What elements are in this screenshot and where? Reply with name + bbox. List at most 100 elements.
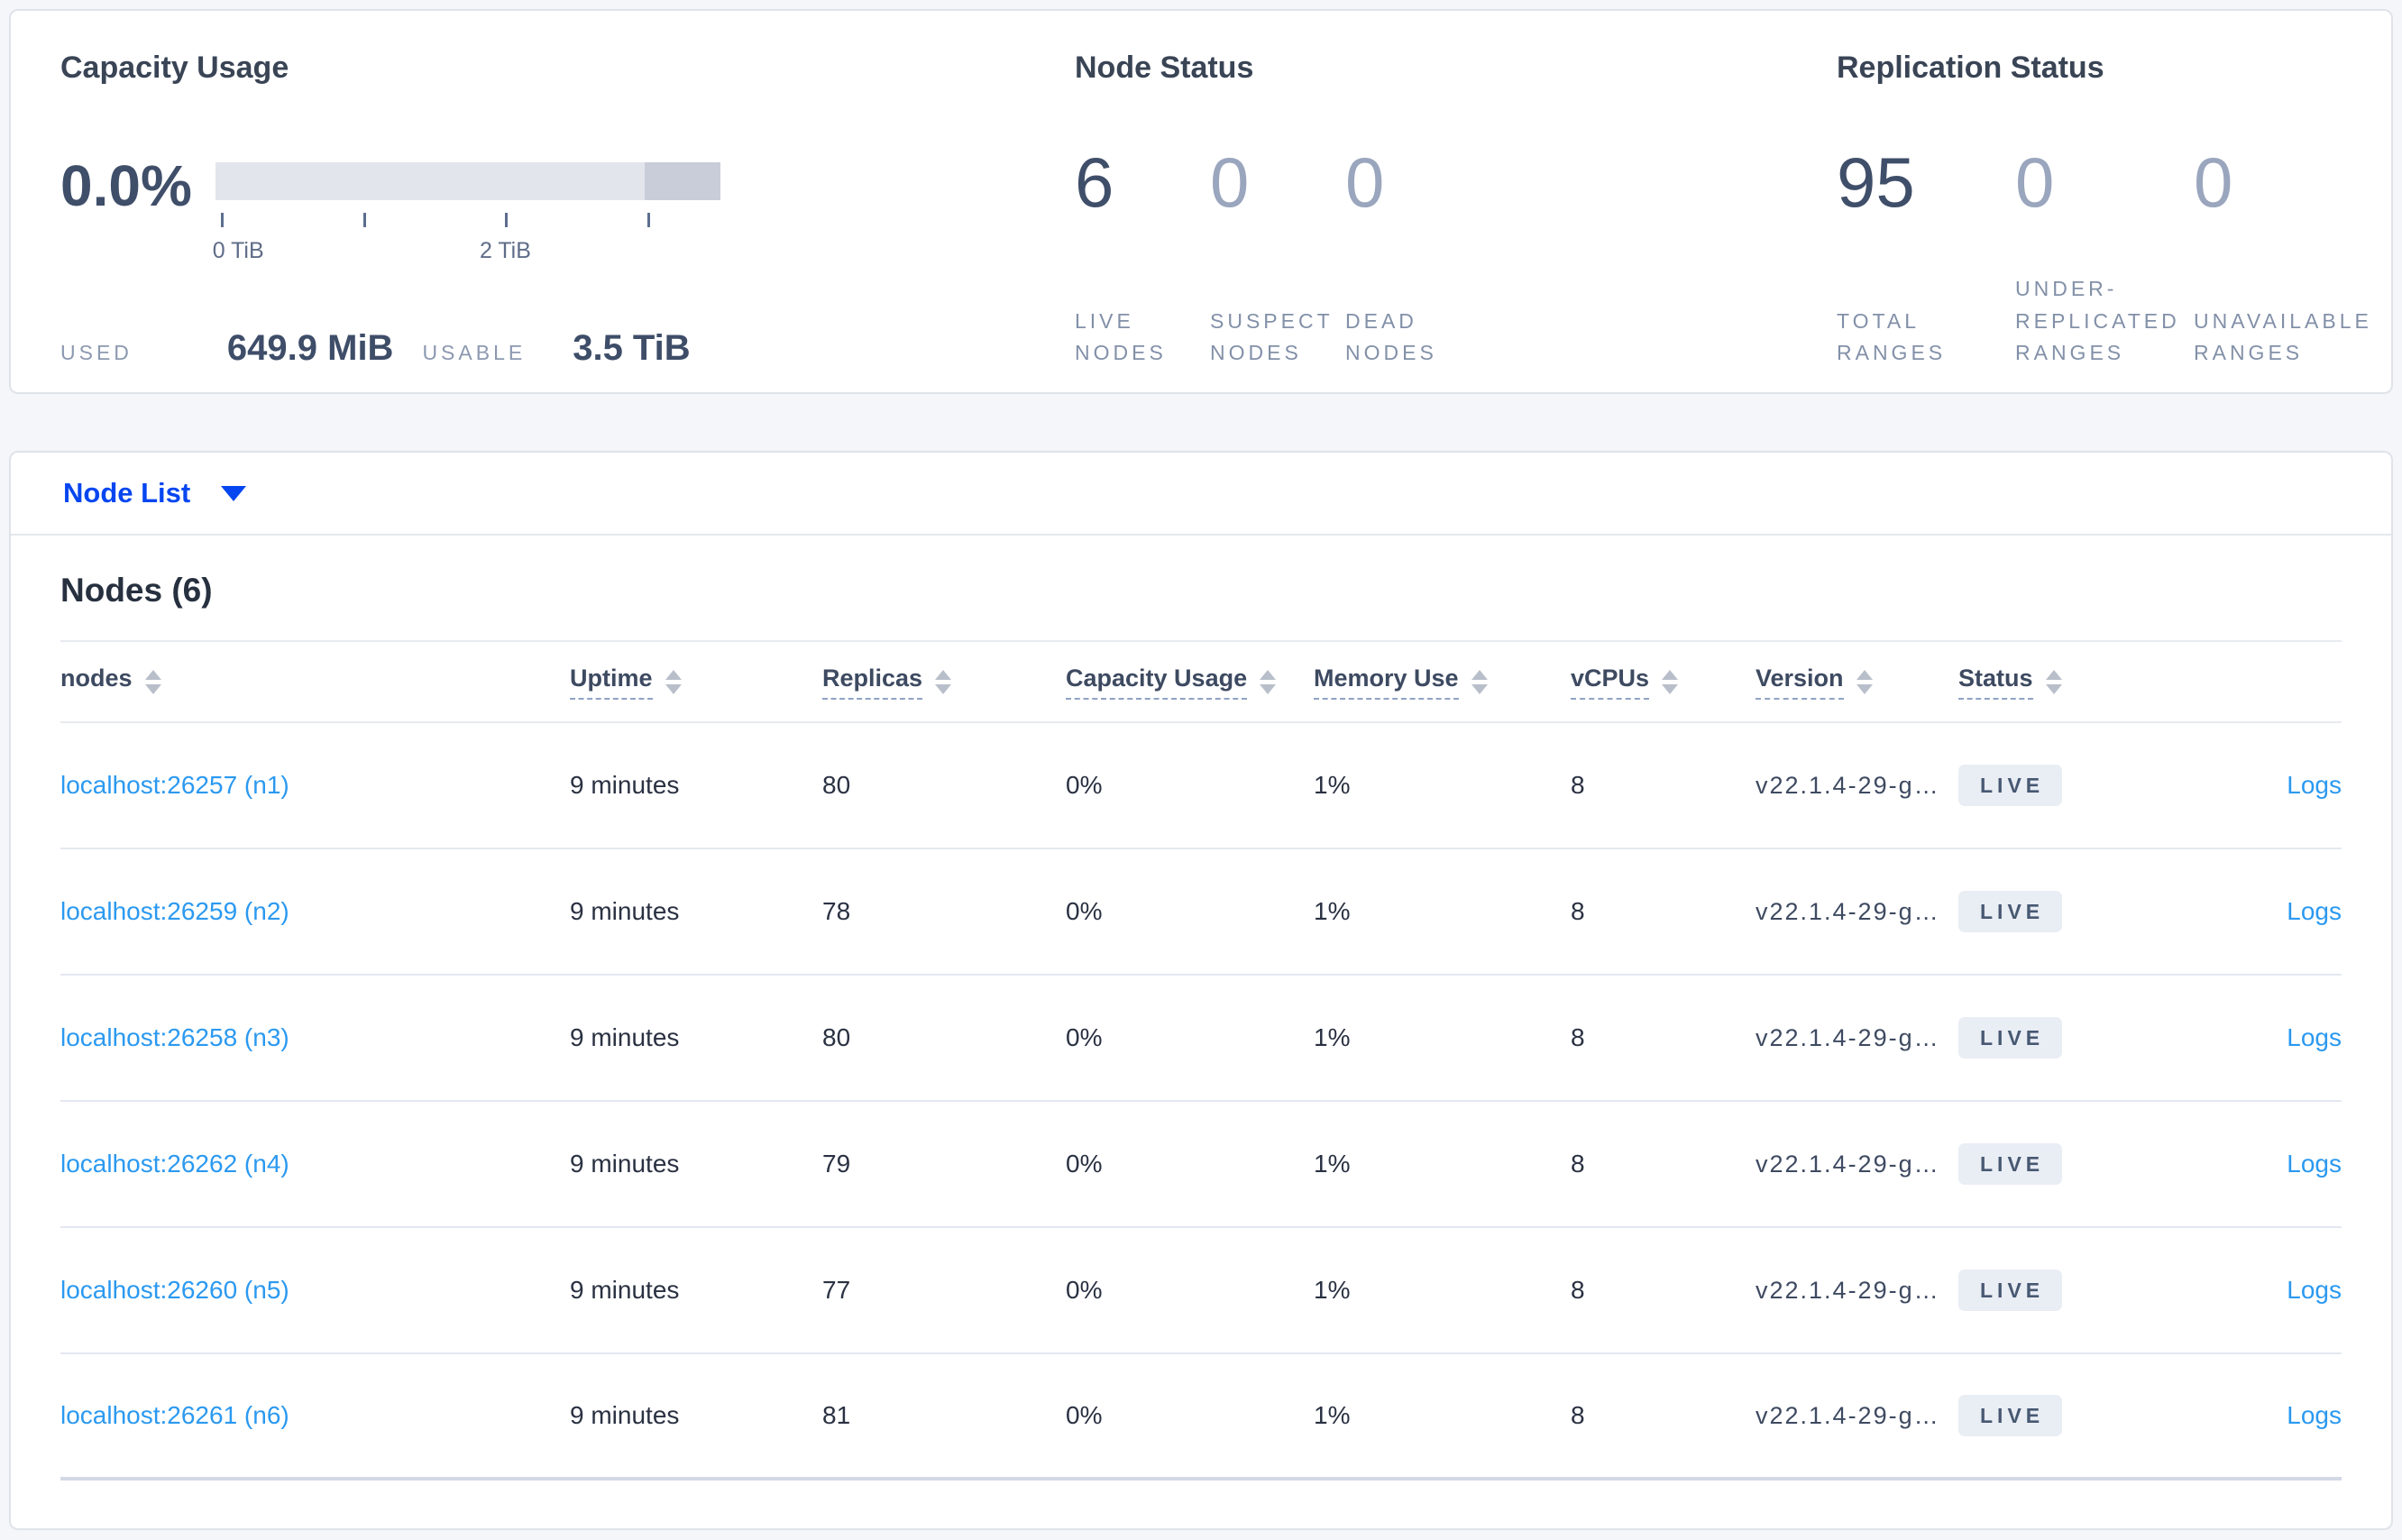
column-header-status[interactable]: Status bbox=[1958, 665, 2166, 700]
logs-link[interactable]: Logs bbox=[2287, 1023, 2342, 1051]
total-ranges-stat: 95 TOTAL RANGES bbox=[1837, 146, 2015, 370]
replicas-cell: 77 bbox=[822, 1276, 851, 1304]
dead-nodes-stat: 0 DEAD NODES bbox=[1345, 146, 1481, 370]
node-link[interactable]: localhost:26258 (n3) bbox=[60, 1023, 289, 1051]
capacity-cell: 0% bbox=[1066, 1023, 1103, 1051]
vcpus-cell: 8 bbox=[1571, 1276, 1585, 1304]
node-link[interactable]: localhost:26261 (n6) bbox=[60, 1401, 289, 1429]
status-badge: LIVE bbox=[1958, 765, 2063, 806]
replicas-cell: 81 bbox=[822, 1401, 851, 1429]
capacity-cell: 0% bbox=[1066, 771, 1103, 799]
node-link[interactable]: localhost:26262 (n4) bbox=[60, 1150, 289, 1178]
nodes-table-section: Nodes (6) nodes Uptime Replicas Capacity… bbox=[11, 536, 2391, 1480]
node-list-dropdown[interactable]: Node List bbox=[63, 477, 247, 509]
live-nodes-stat: 6 LIVE NODES bbox=[1075, 146, 1210, 370]
status-badge: LIVE bbox=[1958, 891, 2063, 932]
axis-tick-1 bbox=[362, 213, 366, 227]
sort-icon bbox=[2045, 669, 2062, 694]
node-list-panel: Node List Nodes (6) nodes Uptime Replica… bbox=[9, 451, 2393, 1530]
sort-icon bbox=[665, 669, 682, 694]
memory-cell: 1% bbox=[1314, 897, 1351, 925]
column-header-vcpus[interactable]: vCPUs bbox=[1571, 665, 1756, 700]
status-badge: LIVE bbox=[1958, 1395, 2063, 1436]
version-cell: v22.1.4-29-g… bbox=[1756, 898, 1940, 925]
under-replicated-ranges-stat: 0 UNDER-REPLICATED RANGES bbox=[2015, 146, 2194, 370]
capacity-bar-reserved-segment bbox=[645, 162, 720, 200]
sort-icon bbox=[1856, 669, 1873, 694]
table-row: localhost:26261 (n6) 9 minutes 81 0% 1% … bbox=[60, 1354, 2342, 1480]
column-header-capacity-usage[interactable]: Capacity Usage bbox=[1066, 665, 1314, 700]
capacity-cell: 0% bbox=[1066, 1401, 1103, 1429]
node-link[interactable]: localhost:26259 (n2) bbox=[60, 897, 289, 925]
chevron-down-icon bbox=[221, 485, 247, 501]
capacity-usage-gauge: 0.0% 0 TiB 2 TiB bbox=[60, 153, 720, 263]
node-list-dropdown-label: Node List bbox=[63, 477, 191, 509]
cluster-summary-panel: Capacity Usage Node Status Replication S… bbox=[9, 9, 2393, 394]
live-nodes-label: LIVE NODES bbox=[1075, 308, 1167, 365]
replicas-cell: 80 bbox=[822, 1023, 851, 1051]
version-cell: v22.1.4-29-g… bbox=[1756, 1277, 1940, 1304]
table-row: localhost:26259 (n2) 9 minutes 78 0% 1% … bbox=[60, 849, 2342, 976]
nodes-count-heading: Nodes (6) bbox=[60, 572, 213, 609]
memory-cell: 1% bbox=[1314, 771, 1351, 799]
axis-tick-0 bbox=[220, 213, 224, 227]
capacity-cell: 0% bbox=[1066, 897, 1103, 925]
node-status-title: Node Status bbox=[1075, 50, 1254, 85]
under-replicated-ranges-value: 0 bbox=[2015, 142, 2055, 222]
title-divider bbox=[60, 640, 2342, 642]
logs-link[interactable]: Logs bbox=[2287, 771, 2342, 799]
logs-link[interactable]: Logs bbox=[2287, 1276, 2342, 1304]
vcpus-cell: 8 bbox=[1571, 771, 1585, 799]
suspect-nodes-stat: 0 SUSPECT NODES bbox=[1210, 146, 1345, 370]
replicas-cell: 78 bbox=[822, 897, 851, 925]
dead-nodes-value: 0 bbox=[1345, 142, 1385, 222]
logs-link[interactable]: Logs bbox=[2287, 897, 2342, 925]
logs-link[interactable]: Logs bbox=[2287, 1150, 2342, 1178]
dead-nodes-label: DEAD NODES bbox=[1345, 308, 1437, 365]
table-row: localhost:26262 (n4) 9 minutes 79 0% 1% … bbox=[60, 1102, 2342, 1228]
vcpus-cell: 8 bbox=[1571, 897, 1585, 925]
replication-status-title: Replication Status bbox=[1837, 50, 2104, 85]
total-ranges-value: 95 bbox=[1837, 142, 1915, 222]
capacity-usage-title: Capacity Usage bbox=[60, 50, 289, 85]
logs-link[interactable]: Logs bbox=[2287, 1401, 2342, 1429]
capacity-bar-track bbox=[215, 162, 720, 200]
table-row: localhost:26258 (n3) 9 minutes 80 0% 1% … bbox=[60, 976, 2342, 1102]
uptime-cell: 9 minutes bbox=[570, 897, 680, 925]
replicas-cell: 80 bbox=[822, 771, 851, 799]
vcpus-cell: 8 bbox=[1571, 1023, 1585, 1051]
used-value: 649.9 MiB bbox=[226, 328, 394, 368]
uptime-cell: 9 minutes bbox=[570, 1023, 680, 1051]
uptime-cell: 9 minutes bbox=[570, 1150, 680, 1178]
suspect-nodes-label: SUSPECT NODES bbox=[1210, 308, 1334, 365]
status-badge: LIVE bbox=[1958, 1270, 2063, 1311]
column-header-uptime[interactable]: Uptime bbox=[570, 665, 822, 700]
table-row: localhost:26260 (n5) 9 minutes 77 0% 1% … bbox=[60, 1228, 2342, 1354]
node-link[interactable]: localhost:26257 (n1) bbox=[60, 771, 289, 799]
version-cell: v22.1.4-29-g… bbox=[1756, 1024, 1940, 1051]
uptime-cell: 9 minutes bbox=[570, 1276, 680, 1304]
column-header-memory-use[interactable]: Memory Use bbox=[1314, 665, 1571, 700]
sort-icon bbox=[1471, 669, 1488, 694]
uptime-cell: 9 minutes bbox=[570, 1401, 680, 1429]
usable-label: USABLE bbox=[422, 341, 527, 364]
column-header-nodes[interactable]: nodes bbox=[60, 665, 570, 700]
sort-icon bbox=[1662, 669, 1679, 694]
status-badge: LIVE bbox=[1958, 1017, 2063, 1059]
version-cell: v22.1.4-29-g… bbox=[1756, 1150, 1940, 1178]
node-link[interactable]: localhost:26260 (n5) bbox=[60, 1276, 289, 1304]
capacity-used-percent: 0.0% bbox=[60, 153, 192, 218]
memory-cell: 1% bbox=[1314, 1276, 1351, 1304]
version-cell: v22.1.4-29-g… bbox=[1756, 772, 1940, 799]
column-header-version[interactable]: Version bbox=[1756, 665, 1958, 700]
axis-label-2tib: 2 TiB bbox=[479, 238, 531, 263]
total-ranges-label: TOTAL RANGES bbox=[1837, 308, 1947, 365]
sort-icon bbox=[935, 669, 952, 694]
axis-tick-3 bbox=[647, 213, 651, 227]
column-header-replicas[interactable]: Replicas bbox=[822, 665, 1066, 700]
node-status-stats: 6 LIVE NODES 0 SUSPECT NODES 0 DEAD NODE… bbox=[1075, 146, 1481, 370]
status-badge: LIVE bbox=[1958, 1143, 2063, 1185]
usable-value: 3.5 TiB bbox=[573, 328, 691, 368]
unavailable-ranges-label: UNAVAILABLE RANGES bbox=[2194, 308, 2372, 365]
capacity-cell: 0% bbox=[1066, 1150, 1103, 1178]
